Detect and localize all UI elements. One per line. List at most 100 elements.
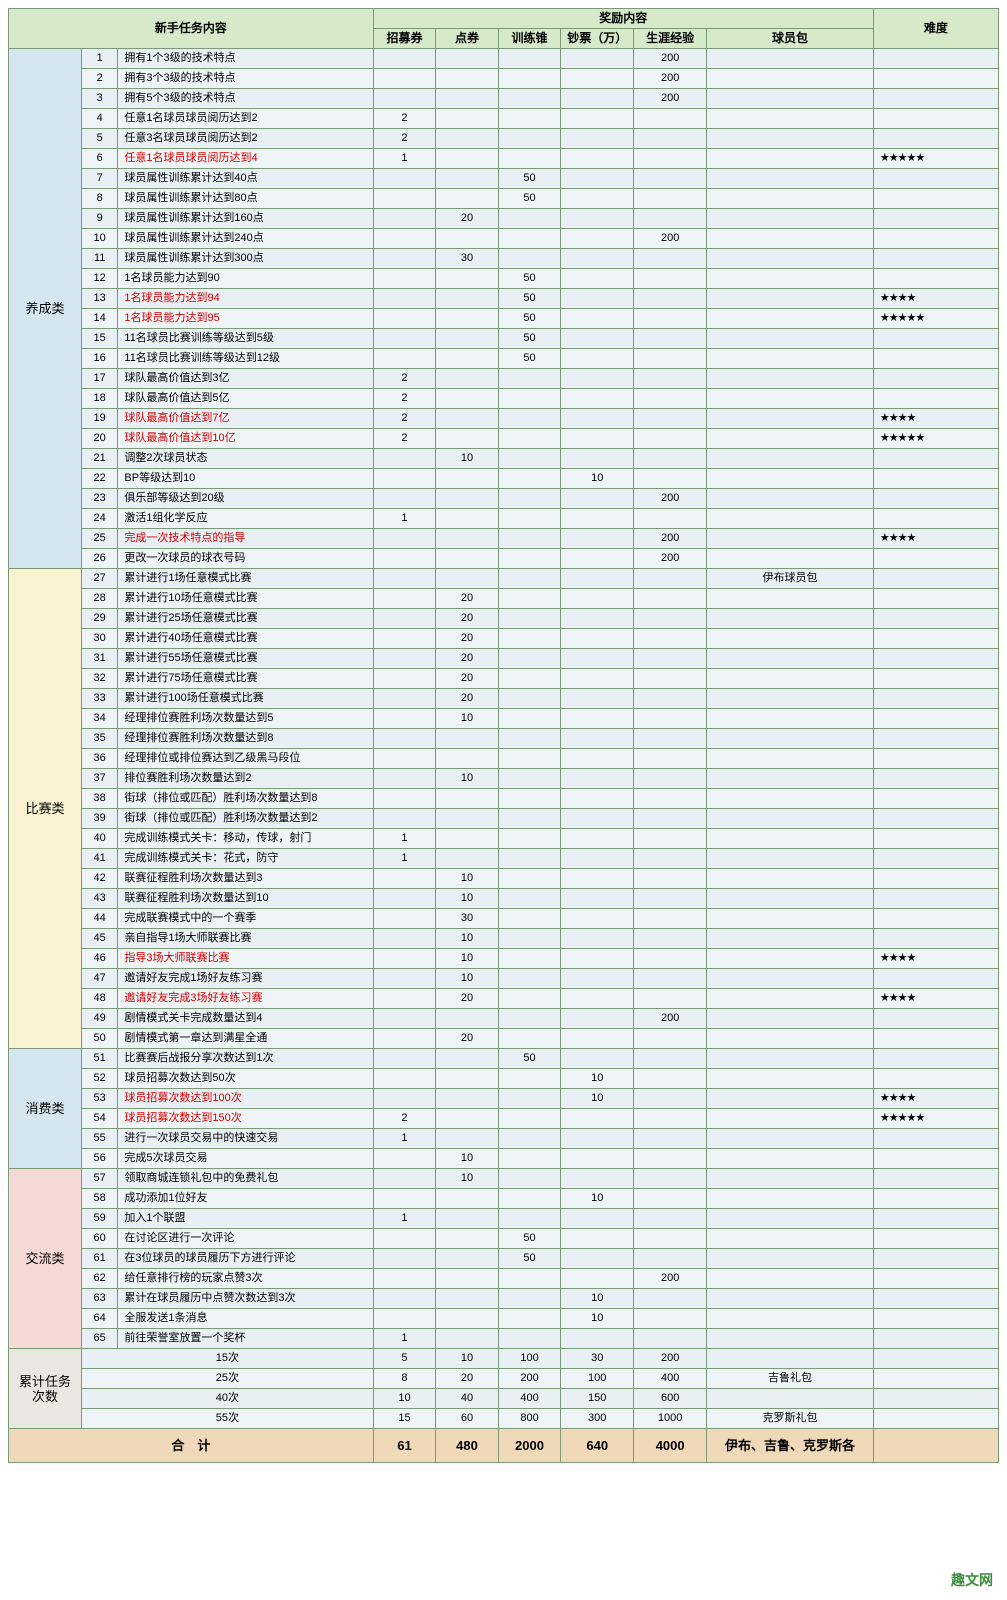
value-cell xyxy=(373,209,436,229)
table-row: 39街球（排位或匹配）胜利场次数量达到2 xyxy=(9,809,999,829)
value-cell xyxy=(634,149,707,169)
summary-label: 55次 xyxy=(81,1409,373,1429)
table-header: 新手任务内容 奖励内容 难度 招募券 点券 训练锥 钞票（万） 生涯经验 球员包 xyxy=(9,9,999,49)
total-value: 伊布、吉鲁、克罗斯各 xyxy=(707,1429,874,1463)
value-cell: 2 xyxy=(373,109,436,129)
value-cell xyxy=(373,189,436,209)
value-cell xyxy=(436,149,499,169)
task-text: 累计在球员履历中点赞次数达到3次 xyxy=(118,1289,373,1309)
value-cell xyxy=(707,909,874,929)
value-cell xyxy=(498,629,561,649)
col-0: 招募券 xyxy=(373,29,436,49)
value-cell xyxy=(436,109,499,129)
task-text: 球员属性训练累计达到40点 xyxy=(118,169,373,189)
value-cell xyxy=(436,1089,499,1109)
value-cell xyxy=(707,1089,874,1109)
table-row: 42联赛征程胜利场次数量达到310 xyxy=(9,869,999,889)
difficulty-cell xyxy=(873,549,998,569)
value-cell xyxy=(498,889,561,909)
value-cell xyxy=(561,549,634,569)
summary-label: 25次 xyxy=(81,1369,373,1389)
total-empty xyxy=(873,1429,998,1463)
value-cell: 200 xyxy=(634,49,707,69)
difficulty-cell xyxy=(873,709,998,729)
row-number: 51 xyxy=(81,1049,117,1069)
difficulty-cell xyxy=(873,649,998,669)
row-number: 31 xyxy=(81,649,117,669)
difficulty-cell xyxy=(873,689,998,709)
row-number: 27 xyxy=(81,569,117,589)
row-number: 38 xyxy=(81,789,117,809)
difficulty-cell xyxy=(873,129,998,149)
value-cell xyxy=(561,69,634,89)
value-cell xyxy=(707,129,874,149)
value-cell xyxy=(707,1349,874,1369)
value-cell xyxy=(561,569,634,589)
value-cell xyxy=(373,1249,436,1269)
value-cell: 300 xyxy=(561,1409,634,1429)
difficulty-cell xyxy=(873,789,998,809)
row-number: 4 xyxy=(81,109,117,129)
value-cell xyxy=(436,1129,499,1149)
table-row: 17球队最高价值达到3亿2 xyxy=(9,369,999,389)
value-cell xyxy=(436,289,499,309)
value-cell: 1 xyxy=(373,1209,436,1229)
row-number: 22 xyxy=(81,469,117,489)
value-cell xyxy=(561,289,634,309)
difficulty-cell xyxy=(873,89,998,109)
table-row: 49剧情模式关卡完成数量达到4200 xyxy=(9,1009,999,1029)
value-cell xyxy=(561,169,634,189)
difficulty-cell xyxy=(873,1189,998,1209)
task-text: 11名球员比赛训练等级达到5级 xyxy=(118,329,373,349)
row-number: 56 xyxy=(81,1149,117,1169)
value-cell xyxy=(498,589,561,609)
value-cell xyxy=(373,309,436,329)
difficulty-cell xyxy=(873,249,998,269)
row-number: 55 xyxy=(81,1129,117,1149)
value-cell: 1000 xyxy=(634,1409,707,1429)
value-cell xyxy=(707,629,874,649)
value-cell xyxy=(373,469,436,489)
value-cell xyxy=(498,1029,561,1049)
value-cell xyxy=(498,649,561,669)
difficulty-cell xyxy=(873,729,998,749)
value-cell xyxy=(498,1109,561,1129)
value-cell xyxy=(498,409,561,429)
task-text: BP等级达到10 xyxy=(118,469,373,489)
table-row: 25完成一次技术特点的指导200★★★★ xyxy=(9,529,999,549)
table-row: 53球员招募次数达到100次10★★★★ xyxy=(9,1089,999,1109)
value-cell xyxy=(634,589,707,609)
value-cell xyxy=(634,929,707,949)
row-number: 40 xyxy=(81,829,117,849)
value-cell xyxy=(373,969,436,989)
value-cell xyxy=(707,529,874,549)
value-cell xyxy=(707,249,874,269)
difficulty-cell xyxy=(873,1409,998,1429)
value-cell xyxy=(498,1089,561,1109)
value-cell xyxy=(373,649,436,669)
value-cell: 10 xyxy=(436,889,499,909)
table-row: 1611名球员比赛训练等级达到12级50 xyxy=(9,349,999,369)
value-cell xyxy=(498,869,561,889)
value-cell xyxy=(634,269,707,289)
value-cell: 50 xyxy=(498,269,561,289)
value-cell: 200 xyxy=(634,69,707,89)
row-number: 23 xyxy=(81,489,117,509)
value-cell xyxy=(498,129,561,149)
value-cell xyxy=(707,1209,874,1229)
value-cell xyxy=(634,849,707,869)
value-cell: 50 xyxy=(498,309,561,329)
value-cell xyxy=(373,1009,436,1029)
value-cell xyxy=(498,89,561,109)
value-cell xyxy=(498,1329,561,1349)
difficulty-cell xyxy=(873,1129,998,1149)
value-cell xyxy=(707,49,874,69)
table-row: 61在3位球员的球员履历下方进行评论50 xyxy=(9,1249,999,1269)
difficulty-cell xyxy=(873,49,998,69)
value-cell xyxy=(634,689,707,709)
value-cell xyxy=(498,929,561,949)
task-text: 球员招募次数达到100次 xyxy=(118,1089,373,1109)
header-reward: 奖励内容 xyxy=(373,9,873,29)
table-row: 56完成5次球员交易10 xyxy=(9,1149,999,1169)
value-cell xyxy=(707,409,874,429)
